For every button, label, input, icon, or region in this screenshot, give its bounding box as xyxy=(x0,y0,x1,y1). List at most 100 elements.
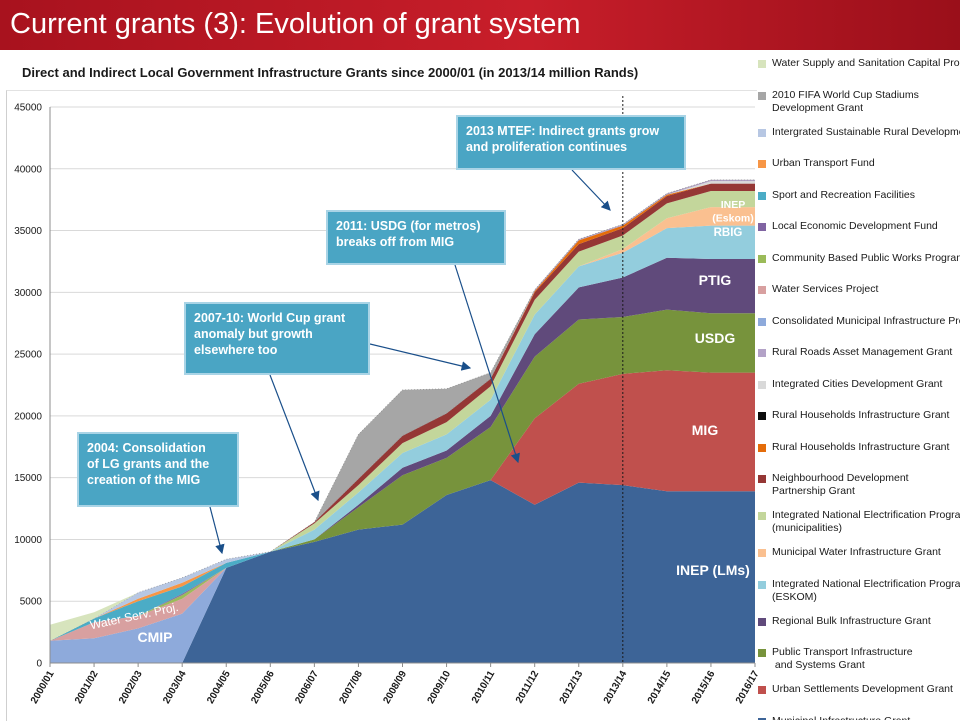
annotation-mig: MIG xyxy=(692,422,719,438)
y-tick-label: 10000 xyxy=(14,535,42,546)
legend-item: Urban Transport Fund xyxy=(758,157,875,170)
arrow-2013-mtef xyxy=(571,169,611,211)
legend-item: Rural Households Infrastructure Grant xyxy=(758,409,949,422)
legend-label: Rural Households Infrastructure Grant xyxy=(772,440,950,453)
legend-item: 2010 FIFA World Cup Stadiums Development… xyxy=(758,89,919,115)
legend-swatch xyxy=(758,191,766,200)
legend-swatch xyxy=(758,380,766,389)
legend-label: Integrated National Electrification Prog… xyxy=(772,509,960,534)
legend-swatch xyxy=(758,549,766,557)
legend-label: Local Economic Development Fund xyxy=(772,220,938,232)
x-tick-label: 2004/05 xyxy=(205,669,233,706)
legend-label: Urban Transport Fund xyxy=(772,157,875,169)
y-tick-label: 35000 xyxy=(14,226,42,237)
legend-label: Community Based Public Works Programme xyxy=(772,251,960,264)
annotation-inep-eskom: INEP (Eskom) xyxy=(712,199,753,225)
legend-item: Integrated National Electrification Prog… xyxy=(758,578,960,604)
x-tick-label: 2015/16 xyxy=(690,669,718,706)
x-tick-label: 2000/01 xyxy=(29,669,57,706)
y-tick-label: 45000 xyxy=(14,103,42,114)
legend-label: Intergrated Sustainable Rural Developmen… xyxy=(772,125,960,138)
legend-item: Urban Settlements Development Grant xyxy=(758,683,953,696)
area-public-transport-infrastructure-and-systems-grant xyxy=(50,309,755,663)
x-tick-label: 2003/04 xyxy=(161,669,189,706)
legend-swatch xyxy=(758,717,766,720)
legend-label: Regional Bulk Infrastructure Grant xyxy=(772,614,931,627)
annotation-ptig: PTIG xyxy=(699,272,732,288)
legend-item: Water Services Project xyxy=(758,283,878,296)
legend-label: Urban Settlements Development Grant xyxy=(772,683,953,695)
x-tick-label: 2009/10 xyxy=(426,669,454,706)
legend-swatch xyxy=(758,443,766,452)
area-regional-bulk-infrastructure-grant xyxy=(50,257,755,663)
legend-swatch xyxy=(758,317,766,326)
legend-swatch xyxy=(758,349,766,357)
legend-swatch xyxy=(758,475,766,483)
x-tick-label: 2014/15 xyxy=(646,669,674,706)
x-tick-label: 2005/06 xyxy=(249,669,277,706)
legend-label: Rural Households Infrastructure Grant xyxy=(772,409,950,421)
legend-label: Water Services Project xyxy=(772,283,879,295)
y-tick-label: 15000 xyxy=(14,473,42,484)
legend-label: Sport and Recreation Facilities xyxy=(772,188,915,201)
y-tick-label: 5000 xyxy=(20,597,43,608)
legend-item: Rural Roads Asset Management Grant xyxy=(758,346,952,359)
x-tick-label: 2008/09 xyxy=(381,669,409,706)
y-tick-label: 25000 xyxy=(14,350,42,361)
legend-item: Intergrated Sustainable Rural Developmen… xyxy=(758,126,960,139)
legend-item: Municipal Infrastructure Grant xyxy=(758,715,910,721)
arrow-2011-usdg xyxy=(454,264,521,464)
x-tick-label: 2013/14 xyxy=(602,669,630,706)
legend-label: Municipal Water Infrastructure Grant xyxy=(772,546,941,558)
annotation-inep-lms: INEP (LMs) xyxy=(676,562,750,578)
legend-swatch xyxy=(758,254,766,263)
arrow-2004-mig xyxy=(209,506,225,555)
legend-label: Consolidated Municipal Infrastructure Pr… xyxy=(772,314,960,327)
legend-item: Rural Households Infrastructure Grant xyxy=(758,441,949,454)
annotation-mwig: MWIG xyxy=(704,170,733,181)
x-tick-label: 2002/03 xyxy=(117,669,145,706)
legend-label: Integrated National Electrification Prog… xyxy=(772,577,960,603)
annotation-rbig: RBIG xyxy=(714,227,743,239)
callout-2013-mtef: 2013 MTEF: Indirect grants grow and prol… xyxy=(456,115,686,170)
legend-swatch xyxy=(758,649,766,657)
legend-label: Public Transport Infrastructure and Syst… xyxy=(772,646,913,671)
y-tick-label: 30000 xyxy=(14,288,42,299)
legend-item: Integrated Cities Development Grant xyxy=(758,378,942,391)
legend-item: Public Transport Infrastructure and Syst… xyxy=(758,646,913,672)
legend-label: Municipal Infrastructure Grant xyxy=(772,715,910,721)
annotation-cmip: CMIP xyxy=(138,629,173,645)
x-tick-label: 2006/07 xyxy=(293,669,321,706)
y-tick-label: 40000 xyxy=(14,164,42,175)
y-tick-label: 0 xyxy=(36,659,42,670)
legend-item: Neighbourhood Development Partnership Gr… xyxy=(758,472,909,498)
legend-swatch xyxy=(758,617,766,626)
arrow-2007-world-cup xyxy=(269,374,320,502)
legend-swatch xyxy=(758,580,766,589)
x-tick-label: 2011/12 xyxy=(514,669,542,706)
x-tick-label: 2010/11 xyxy=(470,669,498,706)
legend-label: 2010 FIFA World Cup Stadiums Development… xyxy=(772,88,919,114)
legend-label: Water Supply and Sanitation Capital Prog… xyxy=(772,57,960,69)
area-municipal-infrastructure-grant xyxy=(50,480,755,663)
page-title: Current grants (3): Evolution of grant s… xyxy=(10,8,581,40)
legend-swatch xyxy=(758,60,766,68)
legend-item: Consolidated Municipal Infrastructure Pr… xyxy=(758,315,960,328)
legend-item: Water Supply and Sanitation Capital Prog… xyxy=(758,57,960,70)
x-tick-label: 2001/02 xyxy=(73,669,101,706)
x-tick-label: 2007/08 xyxy=(337,669,365,706)
legend-swatch xyxy=(758,686,766,694)
annotation-usdg: USDG xyxy=(695,330,736,346)
area-2010-fifa-world-cup-stadiums-development-grant xyxy=(50,179,755,641)
legend-item: Regional Bulk Infrastructure Grant xyxy=(758,615,931,628)
chart-title: Direct and Indirect Local Government Inf… xyxy=(22,65,639,80)
legend-item: Integrated National Electrification Prog… xyxy=(758,509,960,535)
title-bar: Current grants (3): Evolution of grant s… xyxy=(0,0,960,50)
x-tick-label: 2012/13 xyxy=(558,669,586,706)
legend-label: Neighbourhood Development Partnership Gr… xyxy=(772,472,909,497)
legend-swatch xyxy=(758,128,766,137)
legend-swatch xyxy=(758,286,766,294)
callout-2004-mig: 2004: Consolidation of LG grants and the… xyxy=(77,432,239,507)
legend-label: Rural Roads Asset Management Grant xyxy=(772,346,953,358)
y-tick-label: 20000 xyxy=(14,411,42,422)
